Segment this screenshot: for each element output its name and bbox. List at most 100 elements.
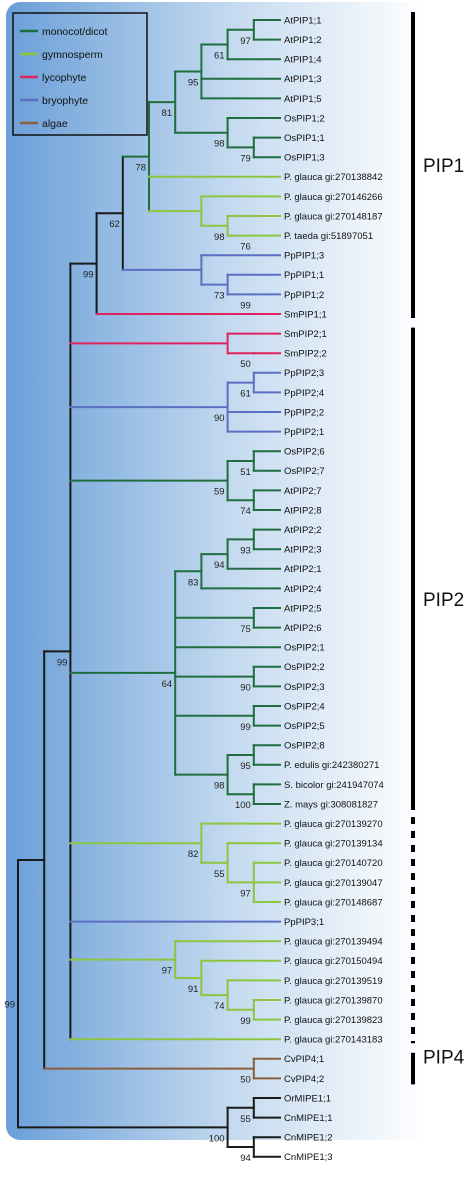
leaf-label: P. glauca gi:270148687 [284, 897, 383, 908]
leaf-label: OsPIP2;3 [284, 682, 325, 693]
leaf-labels: AtPIP1;1 AtPIP1;2 AtPIP1;4 AtPIP1;3 AtPIP1;5… [284, 15, 384, 1163]
leaf-label: PpPIP1;2 [284, 290, 324, 301]
leaf-label: AtPIP2;2 [284, 525, 322, 536]
leaf-label: OsPIP1;2 [284, 113, 325, 124]
leaf-label: OsPIP2;8 [284, 741, 325, 752]
bootstrap-label: 98 [214, 139, 225, 150]
leaf-label: OsPIP2;1 [284, 643, 325, 654]
bootstrap-label: 97 [240, 36, 251, 47]
bootstrap-label: 64 [162, 679, 173, 690]
bootstrap-label: 61 [214, 51, 225, 62]
leaf-label: PpPIP2;4 [284, 388, 324, 399]
bootstrap-label: 82 [188, 849, 199, 860]
leaf-label: P. glauca gi:270139047 [284, 878, 383, 889]
bootstrap-label: 90 [240, 683, 251, 694]
leaf-label: Z. mays gi:308081827 [284, 799, 378, 810]
bootstrap-label: 76 [240, 242, 251, 253]
bootstrap-label: 50 [240, 1075, 251, 1086]
bootstrap-label: 94 [240, 1153, 251, 1164]
leaf-label: P. edulis gi:242380271 [284, 760, 379, 771]
bootstrap-label: 55 [214, 869, 225, 880]
leaf-label: P. glauca gi:270150494 [284, 956, 383, 967]
bootstrap-label: 95 [240, 761, 251, 772]
bootstrap-label: 59 [214, 487, 225, 498]
leaf-label: AtPIP2;6 [284, 623, 322, 634]
legend-label: monocot/dicot [42, 26, 107, 38]
bootstrap-label: 99 [57, 657, 68, 668]
leaf-label: AtPIP2;5 [284, 603, 322, 614]
leaf-label: AtPIP2;7 [284, 486, 322, 497]
leaf-label: CnMIPE1;1 [284, 1113, 333, 1124]
group-label: PIP4 [423, 1048, 465, 1069]
bootstrap-label: 61 [240, 389, 251, 400]
group-label: PIP1 [423, 156, 464, 177]
bootstrap-label: 98 [214, 781, 225, 792]
leaf-label: AtPIP2;4 [284, 584, 322, 595]
legend-label: algae [42, 118, 68, 130]
bootstrap-label: 81 [162, 108, 173, 119]
leaf-label: PpPIP1;3 [284, 251, 324, 262]
bootstrap-label: 99 [240, 1016, 251, 1027]
leaf-label: OsPIP2;4 [284, 701, 325, 712]
bootstrap-label: 91 [188, 984, 199, 995]
leaf-label: OrMIPE1;1 [284, 1093, 331, 1104]
bootstrap-label: 55 [240, 1114, 251, 1125]
bootstrap-label: 90 [214, 413, 225, 424]
legend-label: bryophyte [42, 95, 88, 107]
group-bars: PIP1 PIP2 PIP4 [411, 12, 465, 1085]
leaf-label: PpPIP3;1 [284, 917, 324, 928]
bootstrap-label: 74 [214, 1001, 225, 1012]
leaf-label: AtPIP2;3 [284, 545, 322, 556]
leaf-label: PpPIP2;1 [284, 427, 324, 438]
bootstrap-label: 93 [240, 545, 251, 556]
bootstrap-label: 51 [240, 467, 251, 478]
bootstrap-label: 62 [109, 219, 120, 230]
leaf-label: AtPIP2;1 [284, 564, 322, 575]
leaf-label: SmPIP2;1 [284, 329, 327, 340]
leaf-label: OsPIP2;2 [284, 662, 325, 673]
leaf-label: CnMIPE1;2 [284, 1133, 333, 1144]
bootstrap-label: 73 [214, 291, 225, 302]
leaf-label: PpPIP1;1 [284, 270, 324, 281]
bootstrap-label: 74 [240, 506, 251, 517]
leaf-label: P. glauca gi:270148187 [284, 211, 383, 222]
leaf-label: P. glauca gi:270140720 [284, 858, 383, 869]
leaf-label: OsPIP2;7 [284, 466, 325, 477]
leaf-label: AtPIP2;8 [284, 505, 322, 516]
bootstrap-label: 78 [135, 163, 146, 174]
leaf-label: P. glauca gi:270146266 [284, 192, 383, 203]
leaf-label: P. taeda gi:51897051 [284, 231, 373, 242]
branches [17, 19, 281, 1158]
bootstrap-label: 98 [214, 232, 225, 243]
leaf-label: PpPIP2;2 [284, 407, 324, 418]
bootstrap-label: 99 [240, 300, 251, 311]
leaf-label: OsPIP2;6 [284, 447, 325, 458]
leaf-label: OsPIP2;5 [284, 721, 325, 732]
bootstrap-label: 99 [83, 270, 94, 281]
bootstrap-label: 100 [235, 800, 251, 811]
leaf-label: OsPIP1;3 [284, 153, 325, 164]
bootstrap-label: 75 [240, 624, 251, 635]
bootstrap-label: 99 [240, 722, 251, 733]
bootstrap-label: 95 [188, 77, 199, 88]
leaf-label: P. glauca gi:270139134 [284, 839, 383, 850]
leaf-label: P. glauca gi:270139823 [284, 1015, 383, 1026]
group-label: PIP2 [423, 590, 464, 611]
leaf-label: CvPIP4;1 [284, 1054, 324, 1065]
leaf-label: S. bicolor gi:241947074 [284, 780, 384, 791]
legend-label: gymnosperm [42, 49, 103, 61]
leaf-label: P. glauca gi:270139870 [284, 995, 383, 1006]
leaf-label: P. glauca gi:270143183 [284, 1035, 383, 1046]
legend-frame [12, 12, 148, 136]
legend: monocot/dicot gymnosperm lycophyte bryophyt… [12, 12, 148, 136]
leaf-label: P. glauca gi:270139519 [284, 976, 383, 987]
bootstrap-label: 50 [240, 359, 251, 370]
leaf-label: SmPIP1;1 [284, 309, 327, 320]
bootstrap-values: 97 61 95 79 98 81 76 98 78 99 73 62 99 50 61 90 51 74 59 93… [4, 36, 250, 1164]
leaf-label: OsPIP1;1 [284, 133, 325, 144]
leaf-label: AtPIP1;1 [284, 15, 322, 26]
bootstrap-label: 94 [214, 560, 225, 571]
leaf-label: CnMIPE1;3 [284, 1152, 333, 1163]
bootstrap-label: 83 [188, 577, 199, 588]
